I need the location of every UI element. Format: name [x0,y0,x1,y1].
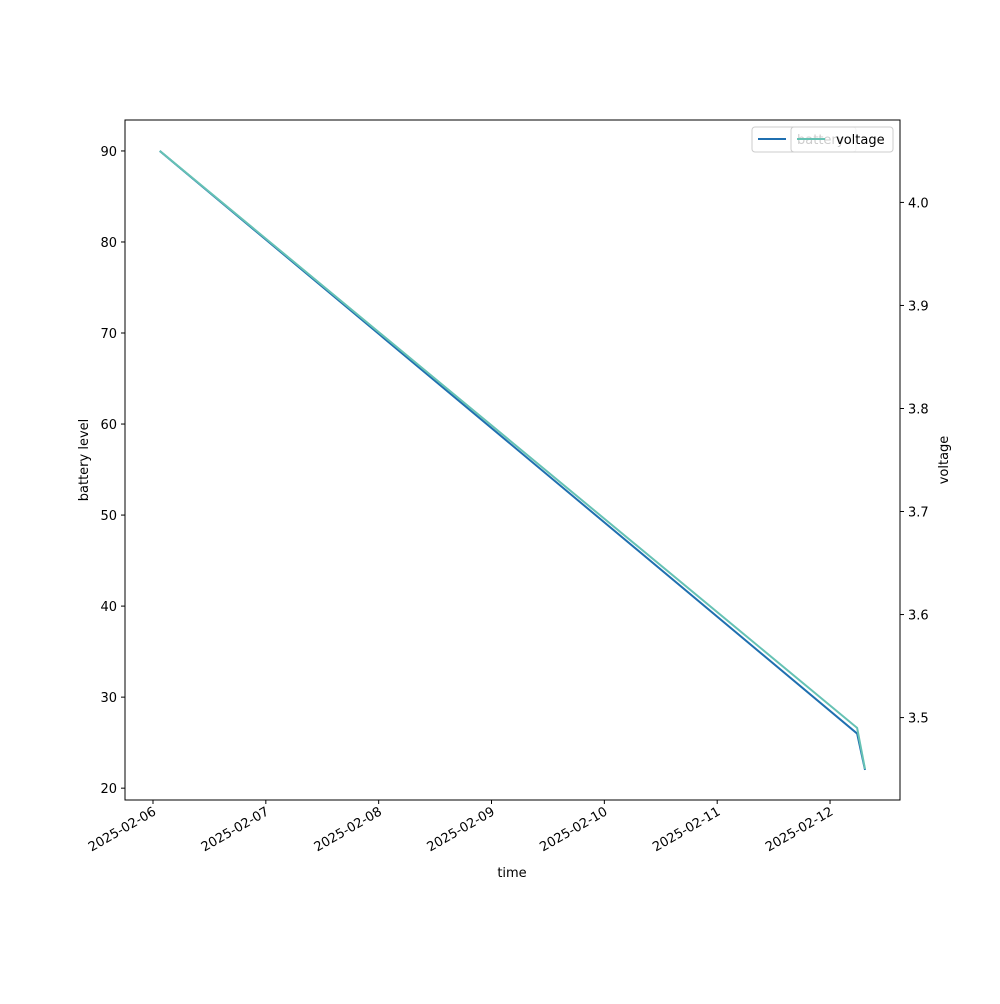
x-tick-label: 2025-02-12 [763,804,836,855]
y2-tick-label: 3.8 [908,402,929,417]
y2-tick-label: 3.5 [908,712,929,727]
y-tick-label: 70 [100,327,117,342]
y-tick-label: 50 [100,509,117,524]
y-tick-label: 40 [100,600,117,615]
x-tick-label: 2025-02-07 [199,804,272,855]
x-tick-label: 2025-02-08 [312,804,385,855]
y2-tick-label: 4.0 [908,196,929,211]
y-tick-label: 20 [100,782,117,797]
y-tick-label: 30 [100,691,117,706]
x-tick-label: 2025-02-11 [650,804,723,855]
y2-axis-label: voltage [937,436,952,485]
legend-box [790,126,894,153]
x-axis-label: time [497,866,526,881]
y-axis-label: battery level [77,419,92,502]
x-tick-label: 2025-02-10 [537,804,610,855]
x-tick-label: 2025-02-09 [425,804,498,855]
x-tick-label: 2025-02-06 [86,804,159,855]
y-tick-label: 80 [100,236,117,251]
series-line [159,150,867,770]
series-line [159,150,866,771]
y2-tick-label: 3.6 [908,609,929,624]
y-tick-label: 90 [100,145,117,160]
legend-label: voltage [836,133,885,148]
y-tick-label: 60 [100,418,117,433]
plot-frame [124,119,901,801]
y2-tick-label: 3.7 [908,506,929,521]
y2-tick-label: 3.9 [908,299,929,314]
